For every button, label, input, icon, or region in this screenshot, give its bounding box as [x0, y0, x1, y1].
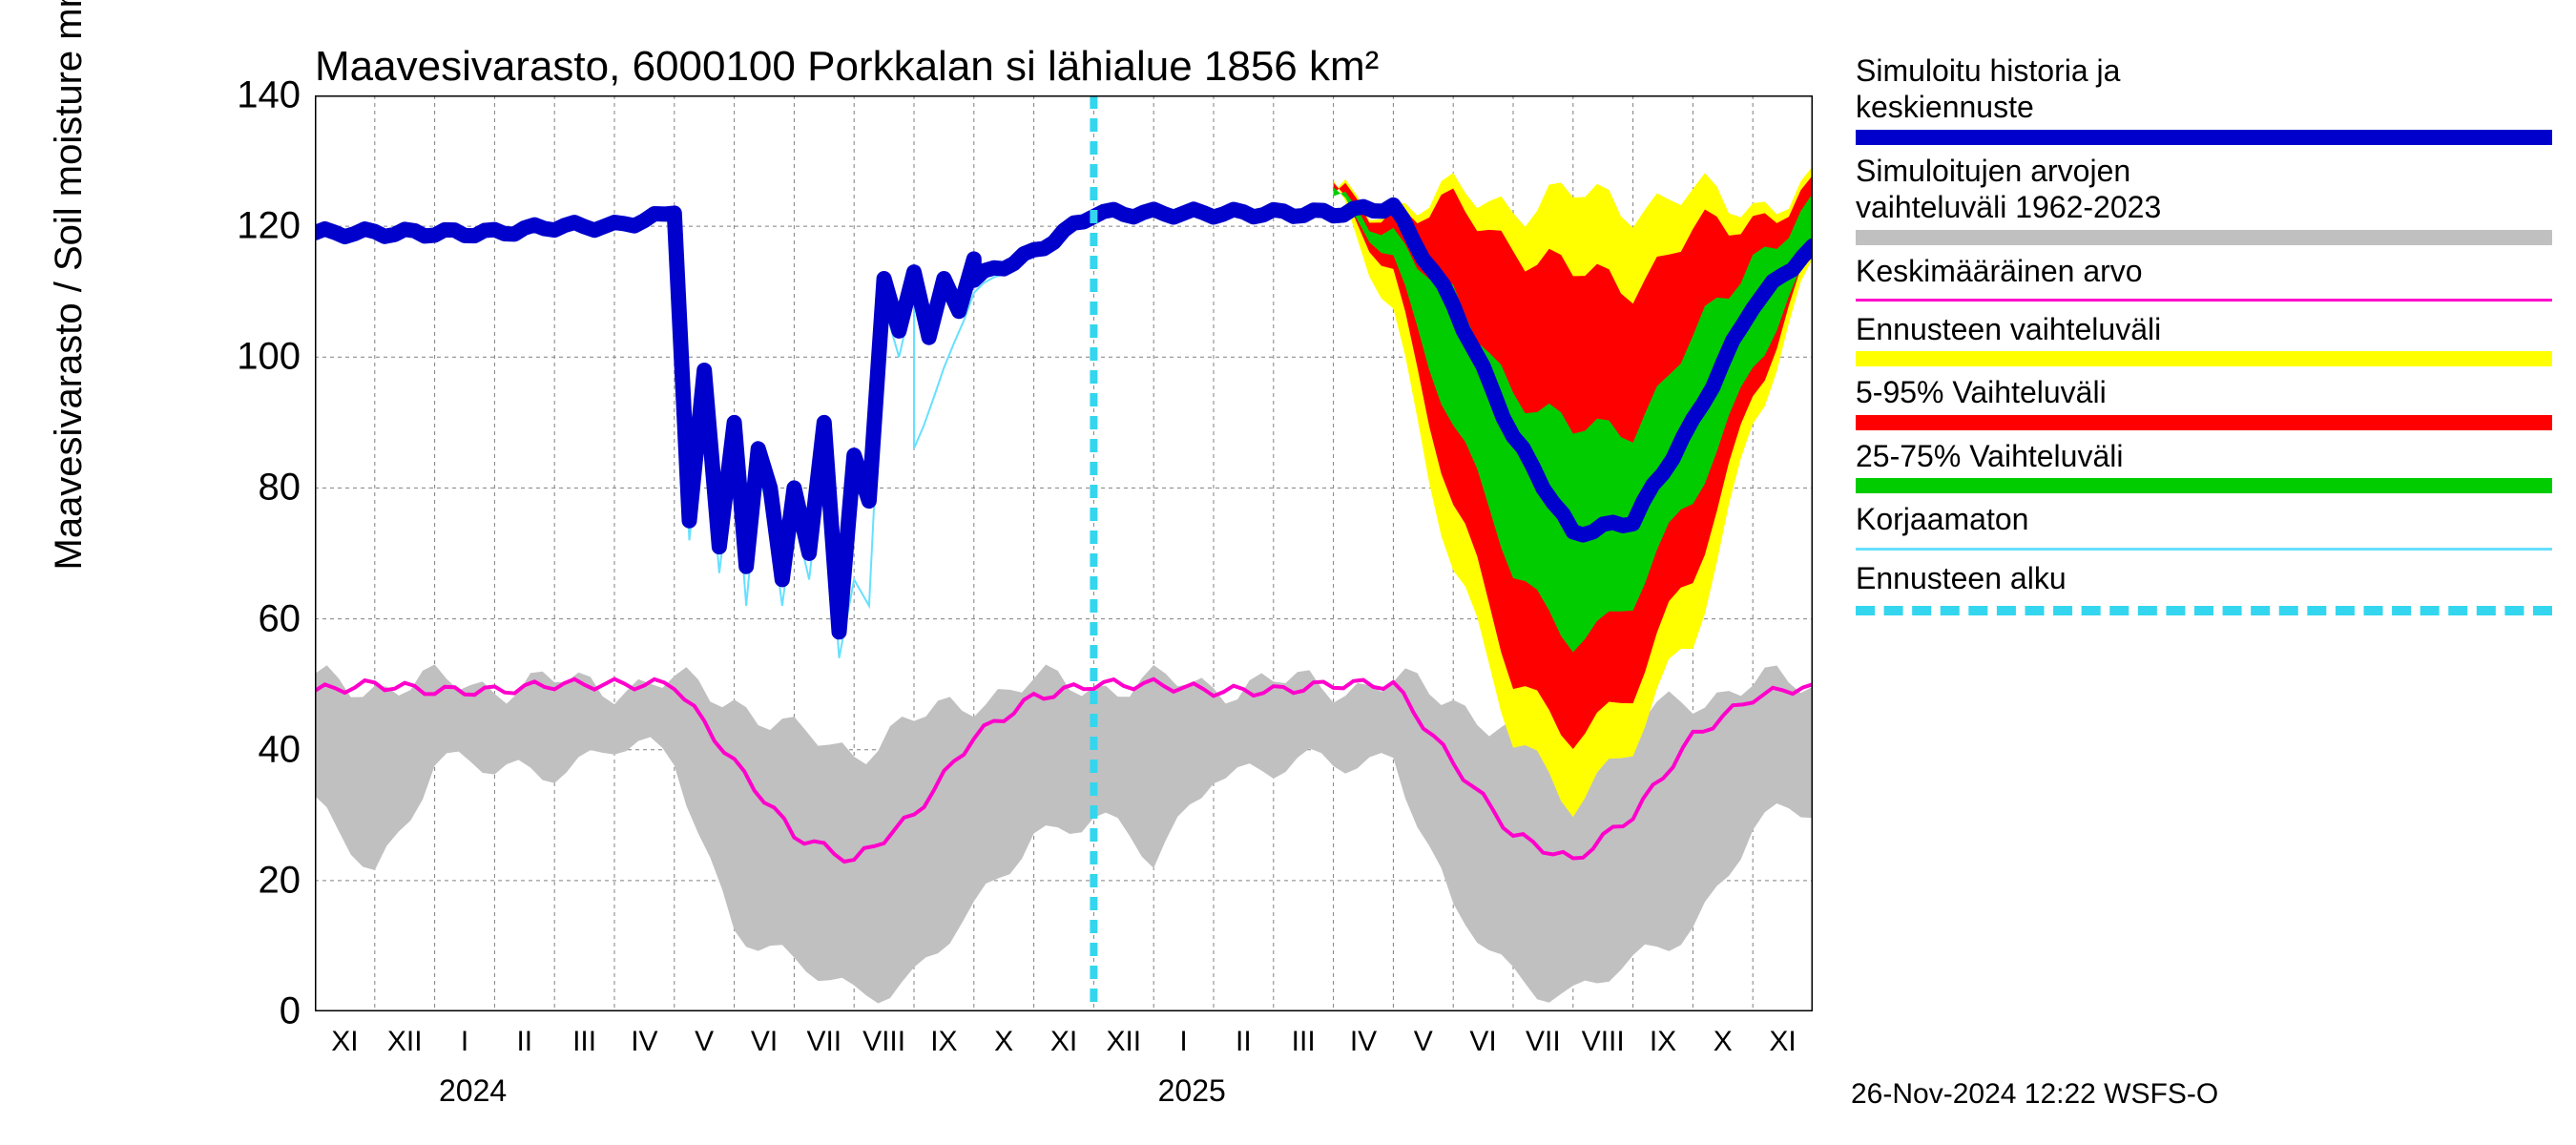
x-tick-label: XII: [387, 1026, 423, 1058]
x-tick-label: XI: [331, 1026, 358, 1058]
x-tick-label: IX: [930, 1026, 957, 1058]
legend-swatch: [1856, 548, 2552, 551]
legend-swatch: [1856, 299, 2552, 302]
plot-area: [315, 95, 1813, 1011]
x-tick-label: III: [1292, 1026, 1316, 1058]
x-tick-label: XI: [1769, 1026, 1796, 1058]
legend-entry: 25-75% Vaihteluväli: [1856, 438, 2552, 493]
x-tick-label: VII: [806, 1026, 841, 1058]
legend-label: Keskimääräinen arvo: [1856, 253, 2552, 289]
legend-label: 25-75% Vaihteluväli: [1856, 438, 2552, 474]
x-tick-label: X: [994, 1026, 1013, 1058]
y-tick-label: 40: [205, 728, 301, 771]
legend-entry: Ennusteen vaihteluväli: [1856, 311, 2552, 366]
legend-swatch: [1856, 415, 2552, 430]
x-tick-label: VIII: [862, 1026, 905, 1058]
legend-label: Ennusteen vaihteluväli: [1856, 311, 2552, 347]
x-tick-label: VII: [1526, 1026, 1561, 1058]
legend-entry: Ennusteen alku: [1856, 560, 2552, 615]
legend-entry: 5-95% Vaihteluväli: [1856, 374, 2552, 429]
x-tick-label: X: [1714, 1026, 1733, 1058]
legend-label: Ennusteen alku: [1856, 560, 2552, 596]
x-tick-label: V: [695, 1026, 714, 1058]
x-year-label: 2024: [439, 1073, 507, 1109]
legend-swatch: [1856, 351, 2552, 366]
x-year-label: 2025: [1158, 1073, 1226, 1109]
timestamp-label: 26-Nov-2024 12:22 WSFS-O: [1851, 1078, 2218, 1111]
legend-swatch: [1856, 130, 2552, 145]
x-tick-label: IV: [1350, 1026, 1377, 1058]
x-tick-label: VIII: [1582, 1026, 1625, 1058]
legend-swatch: [1856, 606, 2552, 615]
legend: Simuloitu historia jakeskiennuste Simuloi…: [1856, 52, 2552, 625]
legend-label: Simuloitujen arvojenvaihteluväli 1962-20…: [1856, 153, 2552, 226]
y-tick-label: 20: [205, 859, 301, 902]
y-tick-label: 140: [205, 74, 301, 117]
x-tick-label: XII: [1106, 1026, 1141, 1058]
y-axis-label: Maavesivarasto / Soil moisture mm: [48, 0, 91, 571]
legend-entry: Korjaamaton: [1856, 501, 2552, 550]
y-tick-label: 0: [205, 990, 301, 1033]
legend-label: Simuloitu historia jakeskiennuste: [1856, 52, 2552, 126]
x-tick-label: II: [1236, 1026, 1252, 1058]
legend-entry: Simuloitujen arvojenvaihteluväli 1962-20…: [1856, 153, 2552, 245]
x-tick-label: V: [1414, 1026, 1433, 1058]
legend-swatch: [1856, 478, 2552, 493]
x-tick-label: VI: [751, 1026, 778, 1058]
y-tick-label: 60: [205, 597, 301, 640]
x-tick-label: IX: [1650, 1026, 1676, 1058]
legend-label: 5-95% Vaihteluväli: [1856, 374, 2552, 410]
x-tick-label: IV: [631, 1026, 657, 1058]
x-tick-label: I: [1179, 1026, 1187, 1058]
x-tick-label: III: [572, 1026, 596, 1058]
plot-svg: [315, 95, 1813, 1011]
legend-swatch: [1856, 230, 2552, 245]
x-tick-label: XI: [1050, 1026, 1077, 1058]
x-tick-label: II: [516, 1026, 532, 1058]
y-tick-label: 80: [205, 467, 301, 510]
legend-label: Korjaamaton: [1856, 501, 2552, 537]
y-tick-label: 120: [205, 205, 301, 248]
x-tick-label: VI: [1469, 1026, 1496, 1058]
chart-title: Maavesivarasto, 6000100 Porkkalan si läh…: [315, 43, 1379, 91]
legend-entry: Simuloitu historia jakeskiennuste: [1856, 52, 2552, 145]
legend-entry: Keskimääräinen arvo: [1856, 253, 2552, 302]
chart-container: Maavesivarasto, 6000100 Porkkalan si läh…: [0, 0, 2576, 1145]
y-tick-label: 100: [205, 336, 301, 379]
x-tick-label: I: [461, 1026, 468, 1058]
